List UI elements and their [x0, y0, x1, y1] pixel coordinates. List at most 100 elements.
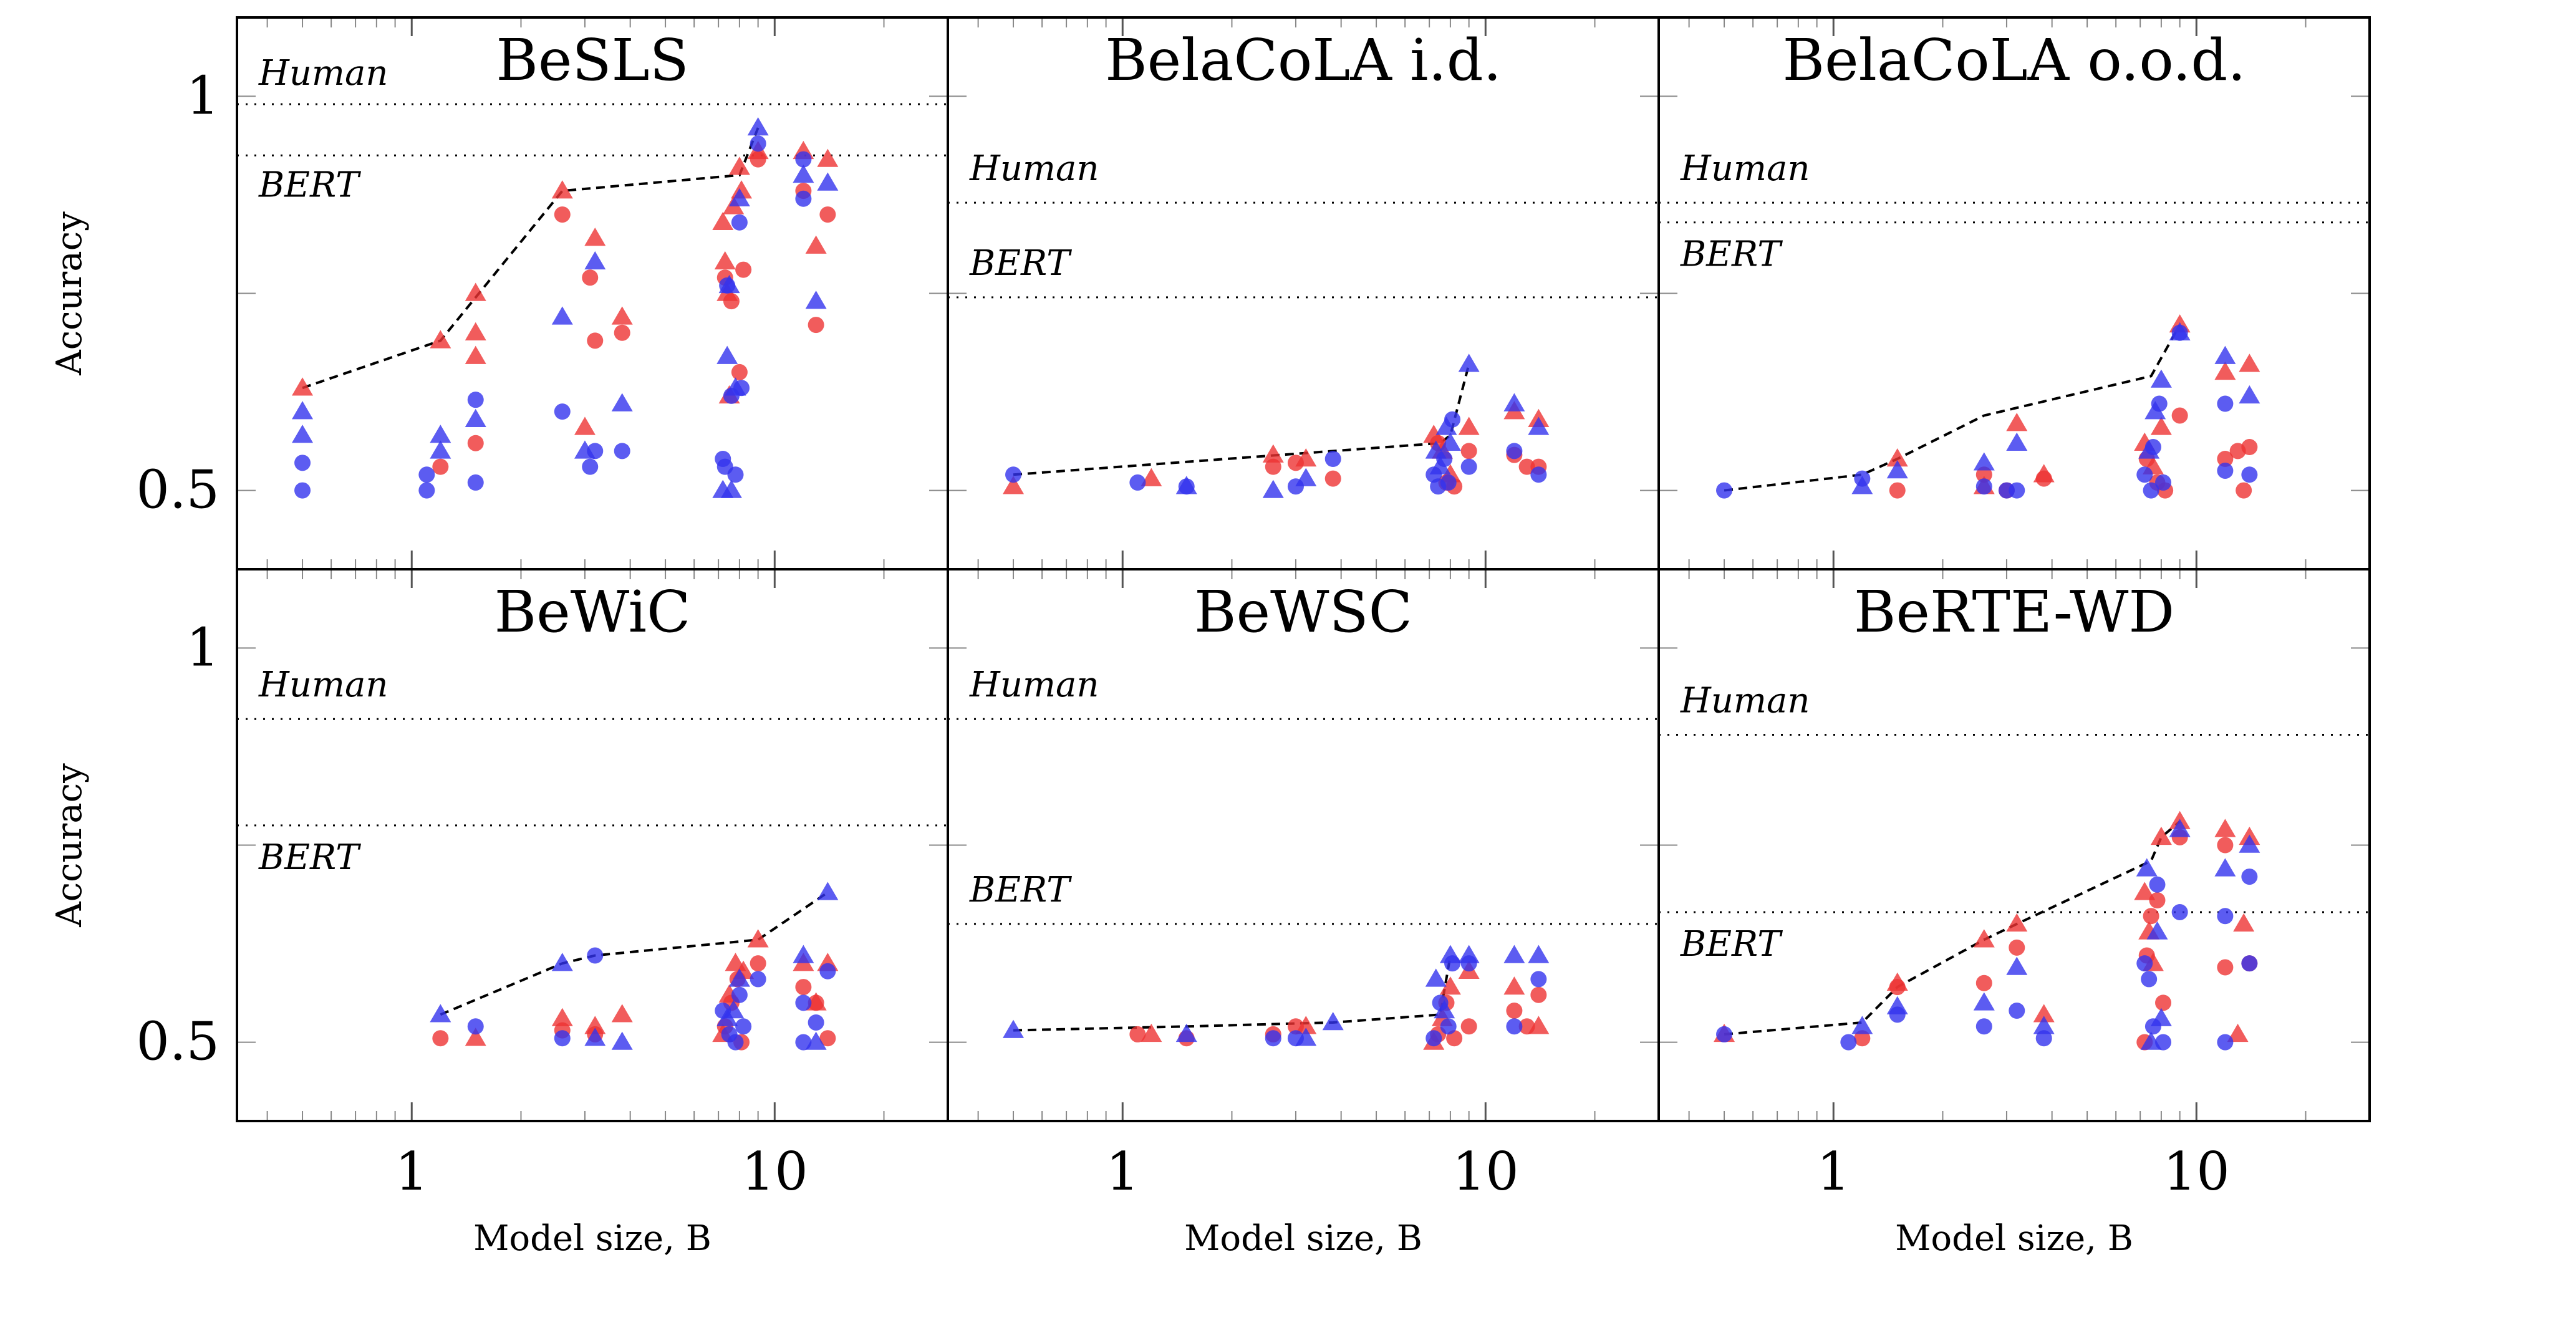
red-triangle-point — [1141, 1023, 1162, 1042]
blue-dot-point — [727, 466, 744, 483]
blue-dot-point — [795, 151, 812, 168]
human-label: Human — [258, 665, 388, 705]
red-dot-point — [2241, 439, 2258, 456]
red-dot-point — [819, 1030, 836, 1047]
red-triangle-point — [584, 1016, 606, 1034]
blue-dot-point — [2009, 1003, 2025, 1019]
red-dot-point — [1975, 466, 1992, 483]
blue-triangle-point — [2214, 345, 2236, 364]
blue-triangle-point — [1886, 996, 1908, 1014]
y-axis-label: Accuracy — [49, 211, 90, 376]
red-dot-point — [1287, 455, 1304, 471]
blue-triangle-point — [723, 1000, 745, 1019]
red-triangle-point — [805, 235, 827, 254]
blue-triangle-point — [1425, 968, 1447, 987]
red-triangle-point — [292, 377, 314, 396]
blue-triangle-point — [2169, 322, 2191, 340]
blue-dot-point — [2217, 462, 2234, 479]
red-triangle-point — [1886, 448, 1908, 467]
red-triangle-point — [551, 1008, 573, 1026]
blue-dot-point — [294, 455, 311, 471]
blue-triangle-point — [1295, 1028, 1317, 1046]
blue-triangle-point — [716, 345, 738, 364]
blue-triangle-point — [1322, 1011, 1344, 1031]
blue-dot-point — [2217, 395, 2234, 412]
blue-triangle-point — [747, 117, 769, 136]
panel-title: BeRTE-WD — [1854, 579, 2174, 645]
blue-triangle-point — [1425, 440, 1447, 459]
blue-triangle-point — [2150, 369, 2172, 388]
blue-triangle-point — [1175, 1023, 1197, 1042]
blue-triangle-point — [817, 882, 839, 900]
red-dot-point — [1129, 1026, 1146, 1042]
red-dot-point — [1506, 1003, 1523, 1019]
blue-triangle-point — [1439, 432, 1461, 451]
red-triangle-point — [2150, 416, 2172, 435]
blue-dot-point — [1716, 1026, 1733, 1042]
red-dot-point — [2217, 451, 2234, 467]
blue-triangle-point — [1973, 992, 1995, 1011]
red-triangle-point — [2033, 1004, 2055, 1023]
blue-triangle-point — [1262, 479, 1284, 498]
frontier-line — [1724, 324, 2181, 492]
blue-dot-point — [1506, 443, 1523, 460]
bert-label: BERT — [969, 870, 1072, 910]
blue-dot-point — [750, 135, 766, 152]
blue-triangle-point — [292, 425, 314, 443]
blue-triangle-point — [611, 393, 633, 412]
red-dot-point — [2236, 482, 2252, 499]
blue-dot-point — [467, 474, 484, 491]
blue-triangle-point — [551, 953, 573, 971]
blue-triangle-point — [574, 440, 596, 459]
y-axis-label: Accuracy — [49, 763, 90, 928]
panel-2: BelaCoLA i.d. Human BERT — [947, 16, 1660, 570]
red-triangle-point — [2134, 882, 2156, 900]
blue-dot-point — [582, 458, 599, 475]
blue-dot-point — [554, 403, 571, 420]
red-triangle-point — [1003, 476, 1025, 494]
red-triangle-point — [2233, 913, 2255, 932]
blue-triangle-point — [805, 291, 827, 309]
red-triangle-point — [465, 282, 486, 301]
x-tick-label: 10 — [1452, 1141, 1519, 1202]
human-label: Human — [1680, 681, 1810, 721]
blue-triangle-point — [720, 479, 742, 498]
human-label: Human — [1680, 148, 1810, 189]
red-triangle-point — [574, 416, 596, 435]
blue-dot-point — [2035, 1030, 2052, 1047]
blue-triangle-point — [728, 968, 750, 987]
blue-dot-point — [2143, 482, 2159, 499]
blue-dot-point — [2241, 955, 2258, 972]
blue-triangle-point — [793, 945, 814, 963]
bert-label: BERT — [258, 165, 361, 205]
red-dot-point — [2155, 994, 2172, 1011]
bert-label: BERT — [1680, 924, 1783, 965]
red-dot-point — [432, 458, 449, 475]
red-dot-point — [1518, 458, 1535, 475]
panel-title: BeSLS — [496, 27, 688, 94]
red-dot-point — [2009, 939, 2025, 956]
red-triangle-point — [1295, 448, 1317, 467]
blue-dot-point — [1716, 482, 1733, 499]
blue-dot-point — [727, 1034, 744, 1051]
blue-triangle-point — [1503, 393, 1525, 412]
x-tick-label: 10 — [741, 1141, 808, 1202]
red-triangle-point — [712, 211, 734, 230]
red-triangle-point — [1458, 416, 1480, 435]
blue-dot-point — [750, 971, 766, 988]
bert-label: BERT — [1680, 234, 1783, 275]
human-label: Human — [969, 665, 1099, 705]
blue-triangle-point — [1458, 354, 1480, 372]
red-triangle-point — [465, 1028, 486, 1046]
frontier-line — [1724, 821, 2181, 1036]
red-dot-point — [2217, 837, 2234, 854]
red-dot-point — [2171, 407, 2188, 424]
red-triangle-point — [714, 251, 736, 270]
blue-triangle-point — [430, 440, 451, 459]
blue-dot-point — [1460, 458, 1477, 475]
red-triangle-point — [465, 345, 486, 364]
blue-triangle-point — [1175, 476, 1197, 494]
red-dot-point — [2217, 959, 2234, 976]
blue-dot-point — [1530, 971, 1547, 988]
